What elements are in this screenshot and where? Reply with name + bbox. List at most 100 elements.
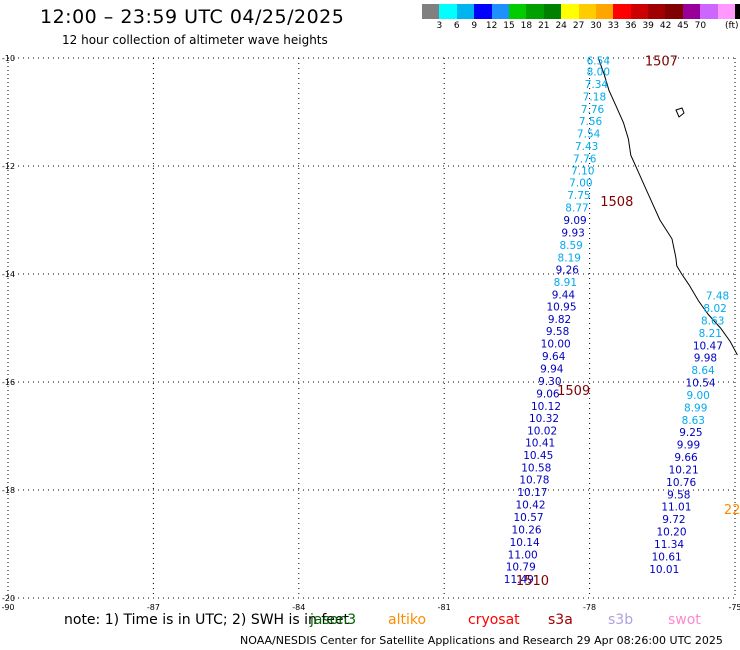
wave-height-value: 10.57 bbox=[514, 512, 544, 524]
wave-height-value: 8.19 bbox=[558, 252, 581, 264]
wave-height-value: 9.58 bbox=[667, 489, 690, 501]
wave-height-value: 7.34 bbox=[585, 79, 609, 91]
wave-height-value: 7.43 bbox=[575, 141, 598, 153]
legend-swatch bbox=[491, 4, 509, 19]
wave-height-value: 9.30 bbox=[538, 376, 561, 388]
wave-height-value: 10.00 bbox=[541, 339, 571, 351]
wave-height-value: 6.54 bbox=[587, 56, 611, 68]
wave-height-value: 11.01 bbox=[661, 502, 691, 514]
pass-number-label: 1507 bbox=[645, 55, 678, 70]
pass-number-label: 1510 bbox=[516, 574, 549, 589]
legend-label: 18 bbox=[520, 21, 533, 31]
wave-height-value: 10.61 bbox=[652, 551, 682, 563]
legend-swatches bbox=[422, 4, 740, 19]
pass-labels: 150715081509151022512251 bbox=[516, 55, 740, 589]
wave-height-value: 7.76 bbox=[573, 153, 597, 165]
wave-height-value: 9.64 bbox=[542, 351, 566, 363]
satellite-label: cryosat bbox=[468, 612, 520, 628]
wave-height-value: 7.54 bbox=[577, 129, 601, 141]
legend-label: 30 bbox=[590, 21, 602, 31]
legend-swatch bbox=[474, 4, 492, 19]
legend-label: 39 bbox=[642, 21, 654, 31]
wave-height-value: 9.00 bbox=[686, 390, 709, 402]
wave-height-value: 10.21 bbox=[669, 464, 699, 476]
wave-height-value: 9.06 bbox=[536, 388, 560, 400]
legend-label: 15 bbox=[503, 21, 515, 31]
wave-height-value: 10.54 bbox=[686, 378, 716, 390]
lon-tick-label: -87 bbox=[147, 603, 160, 612]
legend-label: 70 bbox=[694, 21, 707, 31]
wave-height-value: 7.76 bbox=[581, 104, 605, 116]
lat-tick-label: -10 bbox=[2, 54, 15, 63]
satellite-label: s3b bbox=[608, 612, 634, 628]
legend-label: 24 bbox=[555, 21, 567, 31]
satellite-label: jason3 bbox=[310, 612, 357, 628]
wave-height-value: 10.58 bbox=[521, 462, 551, 474]
lat-tick-label: -18 bbox=[2, 486, 15, 495]
lon-tick-label: -75 bbox=[728, 603, 740, 612]
legend-label: 9 bbox=[471, 21, 478, 31]
legend-swatch bbox=[422, 4, 440, 19]
wave-height-value: 10.95 bbox=[546, 301, 576, 313]
wave-height-value: 10.79 bbox=[506, 562, 536, 574]
legend-swatch bbox=[665, 4, 683, 19]
wave-height-value: 9.94 bbox=[540, 364, 564, 376]
wave-height-value: 10.17 bbox=[517, 487, 547, 499]
legend-swatch bbox=[439, 4, 457, 19]
note-text: note: 1) Time is in UTC; 2) SWH is in fe… bbox=[64, 612, 350, 628]
lat-tick-label: -14 bbox=[2, 270, 15, 279]
wave-height-value: 7.10 bbox=[571, 165, 594, 177]
lat-tick-label: -20 bbox=[2, 594, 15, 603]
legend-swatch bbox=[700, 4, 718, 19]
wave-height-value: 8.91 bbox=[554, 277, 577, 289]
wave-height-value: 9.98 bbox=[694, 353, 717, 365]
wave-height-value: 8.21 bbox=[699, 328, 722, 340]
wave-height-value: 8.64 bbox=[691, 365, 715, 377]
wave-height-value: 8.63 bbox=[682, 415, 705, 427]
map-title: 12:00 – 23:59 UTC 04/25/2025 bbox=[40, 6, 345, 28]
legend-swatch bbox=[595, 4, 614, 19]
wave-height-value: 10.02 bbox=[527, 426, 557, 438]
lon-tick-label: -84 bbox=[292, 603, 305, 612]
legend-labels: 3 6 9 12 15 18 21 24 27 30 33 36 39 42 45 70 (ft) bbox=[422, 19, 740, 31]
wave-height-value: 10.01 bbox=[649, 564, 679, 576]
wave-height-value: 10.41 bbox=[525, 437, 555, 449]
lat-tick-label: -16 bbox=[2, 378, 15, 387]
coastline bbox=[597, 57, 738, 356]
wave-height-value: 11.34 bbox=[654, 539, 684, 551]
legend-swatch bbox=[735, 4, 740, 19]
legend-label: 27 bbox=[572, 21, 585, 31]
wave-height-value: 7.75 bbox=[567, 190, 590, 202]
wave-height-value: 8.59 bbox=[559, 240, 582, 252]
legend-unit: (ft) bbox=[724, 21, 739, 31]
wave-height-value: 10.12 bbox=[531, 401, 561, 413]
wave-height-value: 10.14 bbox=[510, 537, 540, 549]
legend-swatch bbox=[717, 4, 736, 19]
lon-tick-label: -90 bbox=[1, 603, 14, 612]
wave-height-value: 11.49 bbox=[504, 574, 534, 586]
legend-label: 12 bbox=[485, 21, 498, 31]
pass-number-label: 2251 bbox=[724, 503, 740, 518]
satellite-label: swot bbox=[668, 612, 701, 628]
island bbox=[675, 107, 685, 118]
wave-height-value: 11.00 bbox=[508, 549, 538, 561]
wave-height-value: 9.99 bbox=[677, 440, 700, 452]
legend-label: 21 bbox=[538, 21, 550, 31]
altimeter-tracks: 6.548.007.347.187.767.567.547.437.767.10… bbox=[504, 56, 729, 586]
legend-swatch bbox=[526, 4, 544, 19]
lat-lon-grid bbox=[7, 57, 736, 599]
wave-height-value: 10.45 bbox=[523, 450, 553, 462]
wave-height-value: 8.99 bbox=[684, 402, 707, 414]
legend-swatch bbox=[630, 4, 649, 19]
wave-height-value: 9.93 bbox=[561, 227, 584, 239]
wave-height-value: 9.82 bbox=[548, 314, 571, 326]
satellite-label: s3a bbox=[548, 612, 573, 628]
wave-height-value: 9.26 bbox=[556, 265, 580, 277]
legend-label: 6 bbox=[453, 21, 460, 31]
map-subtitle: 12 hour collection of altimeter wave hei… bbox=[62, 33, 328, 47]
wave-height-value: 10.32 bbox=[529, 413, 559, 425]
wave-height-value: 10.47 bbox=[693, 340, 723, 352]
legend-label: 3 bbox=[436, 21, 443, 31]
legend-swatch bbox=[613, 4, 631, 19]
